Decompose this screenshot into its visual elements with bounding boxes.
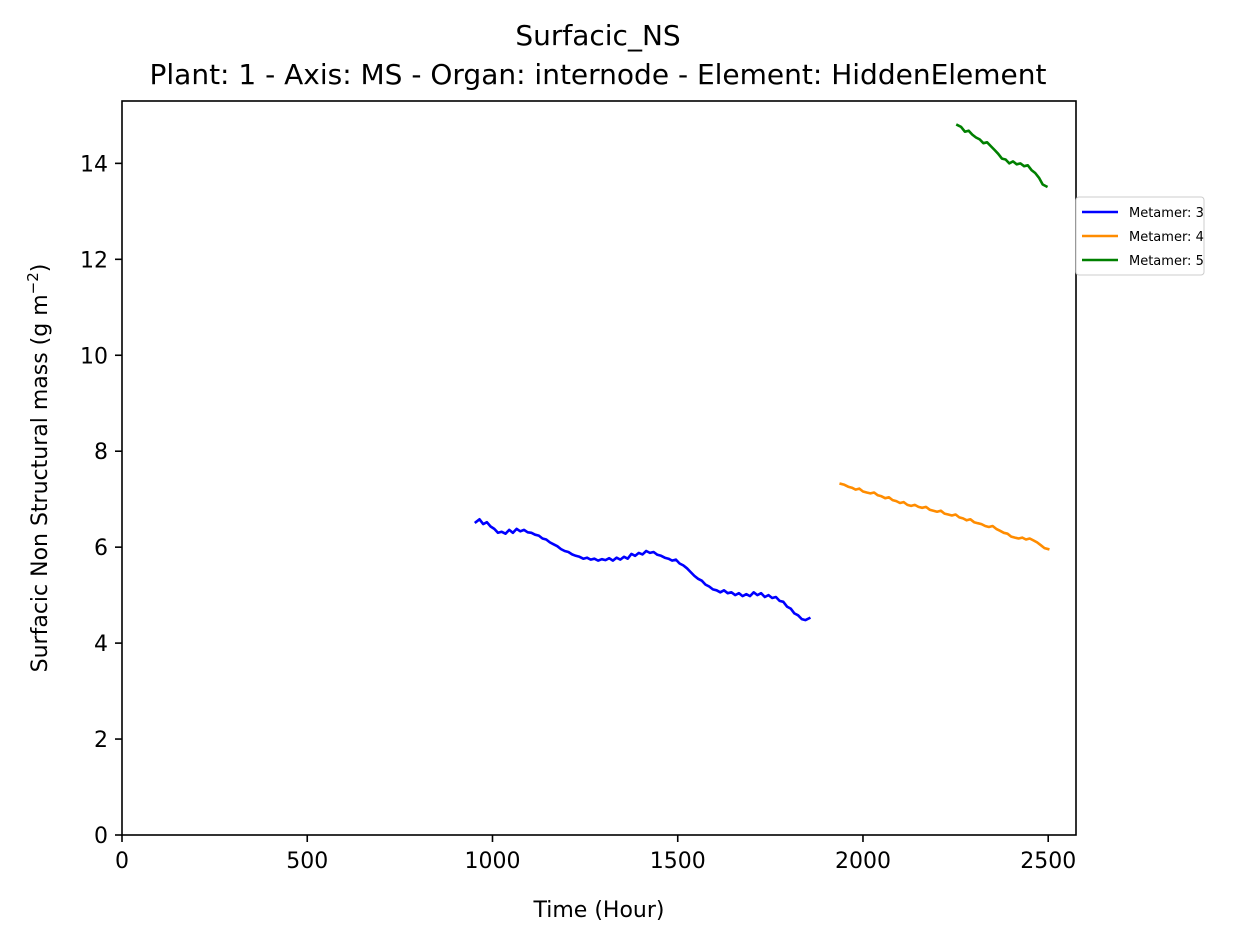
series-layer [473,123,1050,622]
x-axis-label: Time (Hour) [533,898,665,923]
y-tick-label: 12 [80,248,108,273]
chart-subtitle: Plant: 1 - Axis: MS - Organ: internode -… [150,58,1047,91]
series-line-3 [955,123,1049,189]
y-axis-label-close: ) [28,264,53,273]
x-tick-label: 500 [286,849,328,874]
legend-label: Metamer: 3 [1129,206,1204,221]
legend-item-1: Metamer: 3 [1082,206,1204,221]
y-tick-label: 8 [94,440,108,465]
x-tick-label: 2000 [835,849,891,874]
legend-label: Metamer: 4 [1129,230,1204,245]
y-axis-label-superscript: −2 [24,272,42,294]
series-line-1 [473,517,812,622]
y-tick-label: 4 [94,632,108,657]
x-tick-label: 1500 [650,849,706,874]
legend-item-3: Metamer: 5 [1082,254,1204,269]
legend-item-2: Metamer: 4 [1082,230,1204,245]
legend-box [1075,196,1205,276]
x-tick-label: 0 [115,849,129,874]
y-tick-label: 2 [94,728,108,753]
y-tick-label: 6 [94,536,108,561]
y-tick-label: 10 [80,344,108,369]
legend-items: Metamer: 3 Metamer: 4 Metamer: 5 [1082,206,1204,269]
x-tick-label: 1000 [464,849,520,874]
legend-label: Metamer: 5 [1129,254,1204,269]
series-line-2 [839,482,1050,551]
chart-title: Surfacic_NS [515,19,680,52]
plot-area-frame [121,100,1077,836]
legend: Metamer: 3 Metamer: 4 Metamer: 5 [1075,196,1205,276]
y-tick-label: 0 [94,824,108,849]
x-tick-label: 2500 [1020,849,1076,874]
y-axis-label: Surfacic Non Structural mass (g m−2) [24,264,53,673]
tick-layer: 0 500 1000 1500 2000 2500 0 2 4 6 8 10 12 14 [80,152,1076,874]
y-axis-label-main: Surfacic Non Structural mass (g m [28,294,53,672]
y-tick-label: 14 [80,152,108,177]
